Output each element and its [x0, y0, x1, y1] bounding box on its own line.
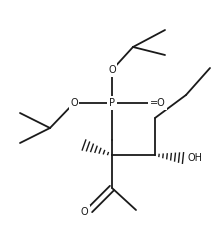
Text: OH: OH [187, 153, 202, 163]
Text: P: P [109, 98, 115, 108]
Text: O: O [108, 65, 116, 75]
Text: =O: =O [150, 98, 166, 108]
Text: O: O [80, 207, 88, 217]
Text: O: O [70, 98, 78, 108]
